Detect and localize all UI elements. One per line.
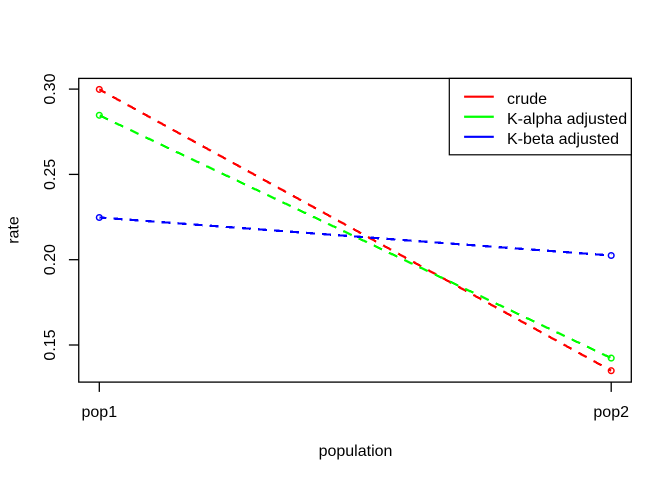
svg-text:population: population (319, 443, 393, 460)
svg-text:crude: crude (507, 91, 547, 108)
svg-text:0.15: 0.15 (42, 329, 59, 360)
svg-text:rate: rate (5, 216, 22, 244)
svg-text:0.20: 0.20 (42, 244, 59, 275)
svg-text:pop1: pop1 (82, 404, 118, 421)
svg-text:0.25: 0.25 (42, 159, 59, 190)
svg-text:K-alpha adjusted: K-alpha adjusted (507, 111, 627, 128)
svg-text:pop2: pop2 (593, 404, 629, 421)
svg-text:0.30: 0.30 (42, 73, 59, 104)
svg-text:K-beta adjusted: K-beta adjusted (507, 131, 619, 148)
